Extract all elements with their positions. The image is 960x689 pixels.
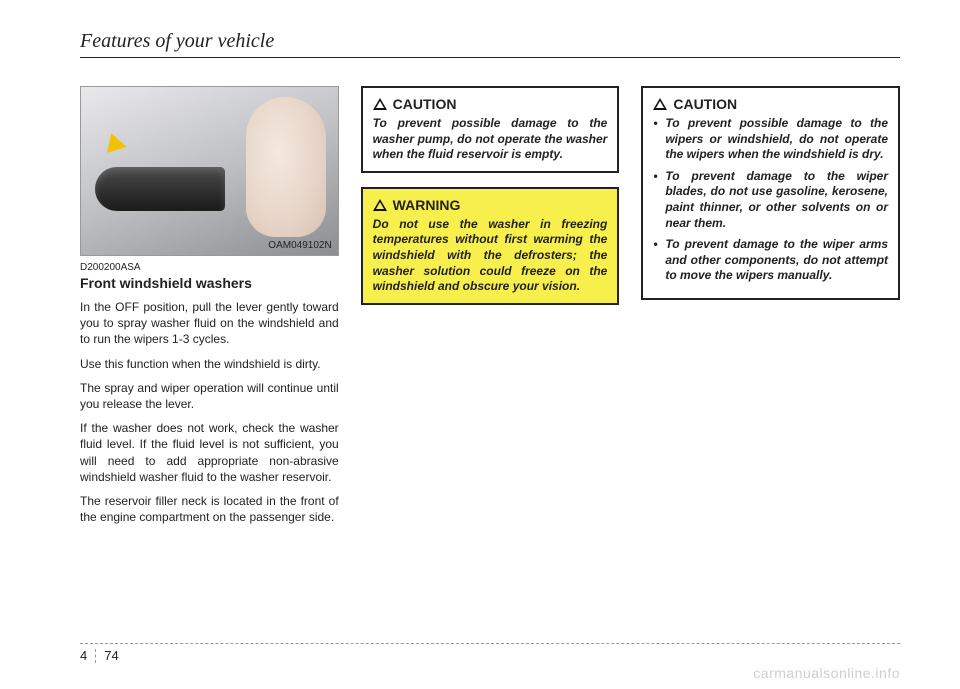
warning-icon: [373, 199, 387, 211]
figure-id: OAM049102N: [268, 240, 331, 251]
caution-icon: [373, 98, 387, 110]
section-subhead: Front windshield washers: [80, 275, 339, 291]
column-3: CAUTION To prevent possible damage to th…: [641, 86, 900, 533]
page-footer: 4 74: [80, 643, 900, 663]
figure-photo: OAM049102N: [80, 86, 339, 256]
column-2: CAUTION To prevent possible damage to th…: [361, 86, 620, 533]
hand-illustration: [246, 97, 326, 237]
wiper-stalk-illustration: [95, 167, 225, 211]
callout-text: To prevent possible damage to the washer…: [373, 116, 608, 163]
page-header: Features of your vehicle: [80, 30, 900, 58]
warning-box: WARNING Do not use the washer in freezin…: [361, 187, 620, 305]
content-columns: OAM049102N D200200ASA Front windshield w…: [80, 86, 900, 533]
callout-text: Do not use the washer in freezing temper…: [373, 217, 608, 295]
paragraph: In the OFF position, pull the lever gent…: [80, 299, 339, 348]
paragraph: The spray and wiper operation will conti…: [80, 380, 339, 412]
callout-title: CAUTION: [673, 96, 737, 112]
callout-title-row: WARNING: [373, 197, 608, 213]
list-item: To prevent damage to the wiper blades, d…: [653, 169, 888, 231]
list-item: To prevent damage to the wiper arms and …: [653, 237, 888, 284]
column-1: OAM049102N D200200ASA Front windshield w…: [80, 86, 339, 533]
body-text: In the OFF position, pull the lever gent…: [80, 299, 339, 525]
callout-title-row: CAUTION: [373, 96, 608, 112]
figure-code: D200200ASA: [80, 262, 339, 273]
callout-title: WARNING: [393, 197, 461, 213]
list-item: To prevent possible damage to the wipers…: [653, 116, 888, 163]
chapter-number: 4: [80, 648, 87, 663]
paragraph: The reservoir filler neck is located in …: [80, 493, 339, 525]
paragraph: If the washer does not work, check the w…: [80, 420, 339, 485]
paragraph: Use this function when the windshield is…: [80, 356, 339, 372]
page-number: 74: [104, 648, 118, 663]
arrow-icon: [107, 133, 129, 156]
callout-list: To prevent possible damage to the wipers…: [653, 116, 888, 284]
caution-box: CAUTION To prevent possible damage to th…: [641, 86, 900, 300]
page: Features of your vehicle OAM049102N D200…: [0, 0, 960, 689]
header-title: Features of your vehicle: [80, 30, 274, 52]
footer-separator: [95, 649, 96, 663]
watermark: carmanualsonline.info: [753, 665, 900, 681]
caution-box: CAUTION To prevent possible damage to th…: [361, 86, 620, 173]
caution-icon: [653, 98, 667, 110]
callout-title-row: CAUTION: [653, 96, 888, 112]
callout-title: CAUTION: [393, 96, 457, 112]
